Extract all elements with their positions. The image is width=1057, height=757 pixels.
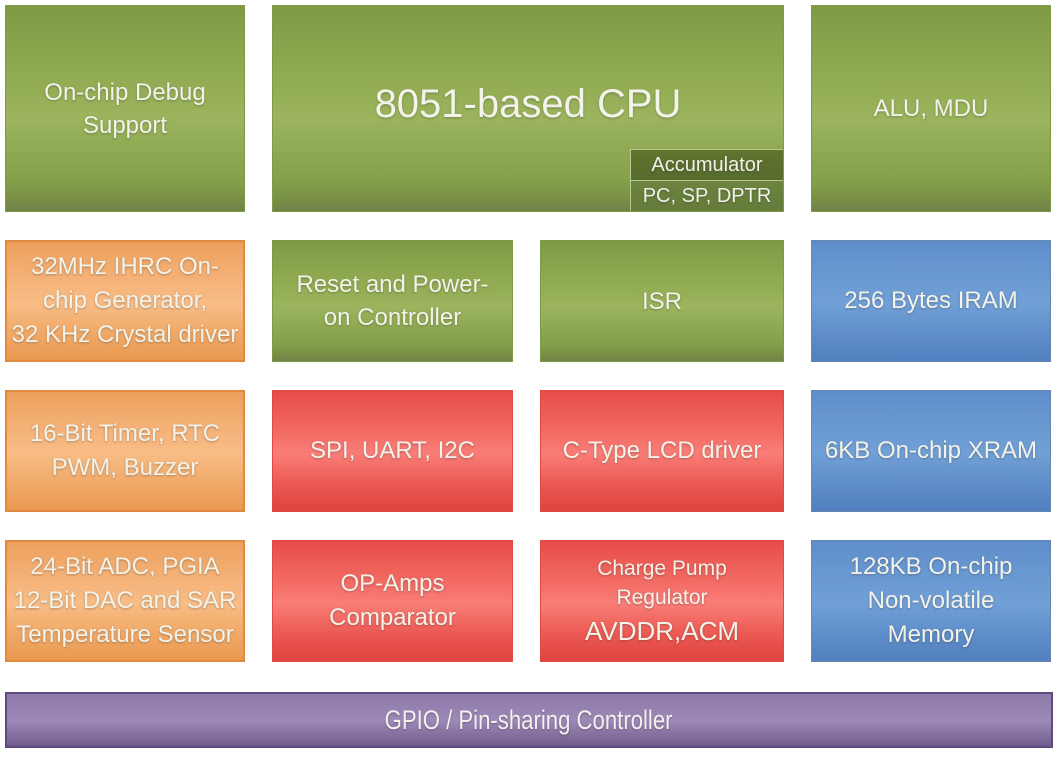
block-opamps-comparator: OP-Amps Comparator [272, 540, 513, 662]
iram-label: 256 Bytes IRAM [844, 287, 1018, 314]
charge-pump-label: Charge Pump Regulator [597, 557, 727, 609]
block-spi-uart-i2c: SPI, UART, I2C [272, 390, 513, 512]
clock-generator-label: 32MHz IHRC On- chip Generator, 32 KHz Cr… [11, 253, 239, 348]
accumulator-box: Accumulator [631, 149, 783, 180]
xram-label: 6KB On-chip XRAM [824, 437, 1038, 464]
block-alu-mdu: ALU, MDU [811, 5, 1051, 212]
cpu-register-box: Accumulator PC, SP, DPTR [630, 149, 783, 211]
block-gpio-pin-sharing: GPIO / Pin-sharing Controller [5, 692, 1053, 748]
registers-box: PC, SP, DPTR [631, 180, 783, 211]
gpio-pin-sharing-label: GPIO / Pin-sharing Controller [385, 704, 673, 735]
reset-power-label: Reset and Power- on Controller [296, 271, 489, 331]
spi-uart-i2c-label: SPI, UART, I2C [310, 437, 475, 464]
timer-rtc-pwm-label: 16-Bit Timer, RTC PWM, Buzzer [29, 420, 221, 481]
opamps-comparator-label: OP-Amps Comparator [329, 570, 456, 631]
block-debug-support: On-chip Debug Support [5, 5, 245, 212]
debug-support-label: On-chip Debug Support [44, 78, 206, 139]
block-cpu: 8051-based CPU Accumulator PC, SP, DPTR [272, 5, 784, 212]
block-clock-generator: 32MHz IHRC On- chip Generator, 32 KHz Cr… [5, 240, 245, 362]
block-xram: 6KB On-chip XRAM [811, 390, 1051, 512]
block-charge-pump-regulator: Charge Pump Regulator AVDDR,ACM [540, 540, 784, 662]
block-timer-rtc-pwm: 16-Bit Timer, RTC PWM, Buzzer [5, 390, 245, 512]
accumulator-label: Accumulator [651, 154, 763, 176]
block-iram: 256 Bytes IRAM [811, 240, 1051, 362]
registers-label: PC, SP, DPTR [642, 185, 772, 207]
block-reset-power-controller: Reset and Power- on Controller [272, 240, 513, 362]
block-adc-dac-sensor: 24-Bit ADC, PGIA 12-Bit DAC and SAR Temp… [5, 540, 245, 662]
nonvolatile-memory-label: 128KB On-chip Non-volatile Memory [849, 553, 1013, 648]
block-nonvolatile-memory: 128KB On-chip Non-volatile Memory [811, 540, 1051, 662]
lcd-driver-label: C-Type LCD driver [562, 437, 762, 464]
cpu-label: 8051-based CPU [374, 82, 682, 126]
adc-dac-sensor-label: 24-Bit ADC, PGIA 12-Bit DAC and SAR Temp… [13, 553, 237, 648]
alu-mdu-label: ALU, MDU [873, 95, 989, 122]
isr-label: ISR [641, 287, 682, 315]
block-lcd-driver: C-Type LCD driver [540, 390, 784, 512]
avddr-acm-label: AVDDR,ACM [584, 616, 740, 646]
block-grid: On-chip Debug Support 8051-based CPU Acc… [5, 5, 1051, 662]
block-isr: ISR [540, 240, 784, 362]
